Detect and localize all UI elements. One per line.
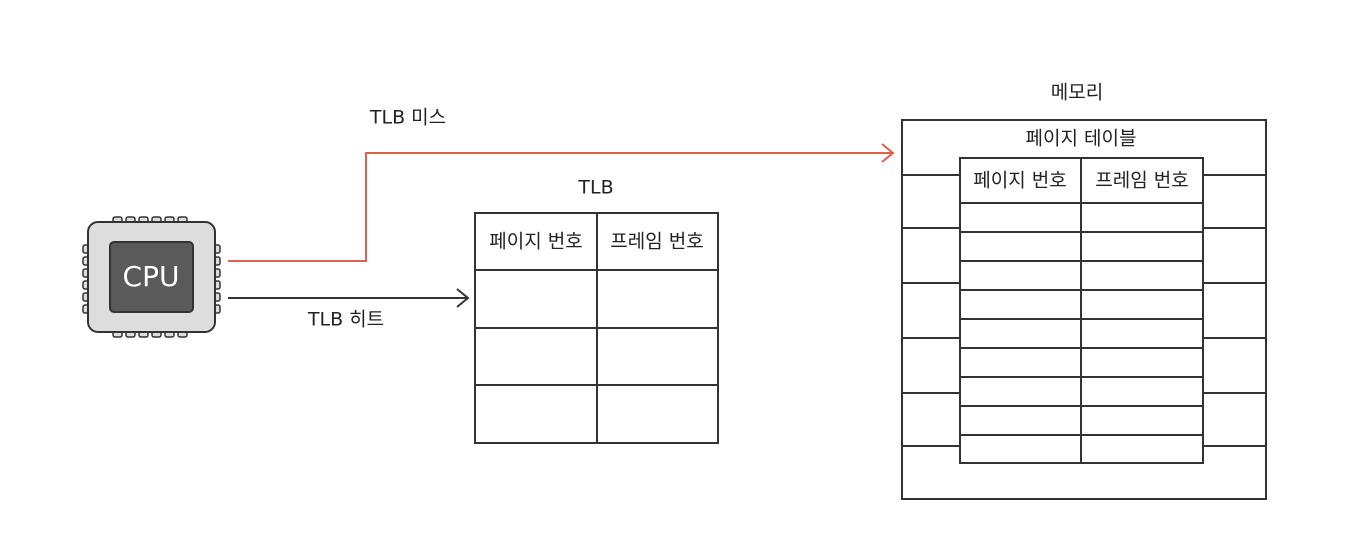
miss-arrow [228,152,893,262]
memory-box [901,119,1267,500]
hit-arrowhead [456,288,470,308]
page-table-header: 프레임 번호 [1095,170,1188,192]
tlb-title: TLB [577,177,613,199]
miss-arrowhead [881,143,895,163]
page-table-header: 페이지 번호 [973,170,1066,192]
hit-label: TLB 히트 [307,309,384,331]
memory-lines [902,174,1266,447]
memory-title: 메모리 [1051,82,1103,104]
cpu-label: CPU [123,260,180,293]
cpu-core [109,241,194,313]
tlb-header: 프레임 번호 [610,231,703,253]
page-table-title: 페이지 테이블 [1026,128,1137,150]
miss-label: TLB 미스 [369,107,446,129]
tlb-header: 페이지 번호 [489,231,582,253]
page-table-rows [960,202,1203,436]
